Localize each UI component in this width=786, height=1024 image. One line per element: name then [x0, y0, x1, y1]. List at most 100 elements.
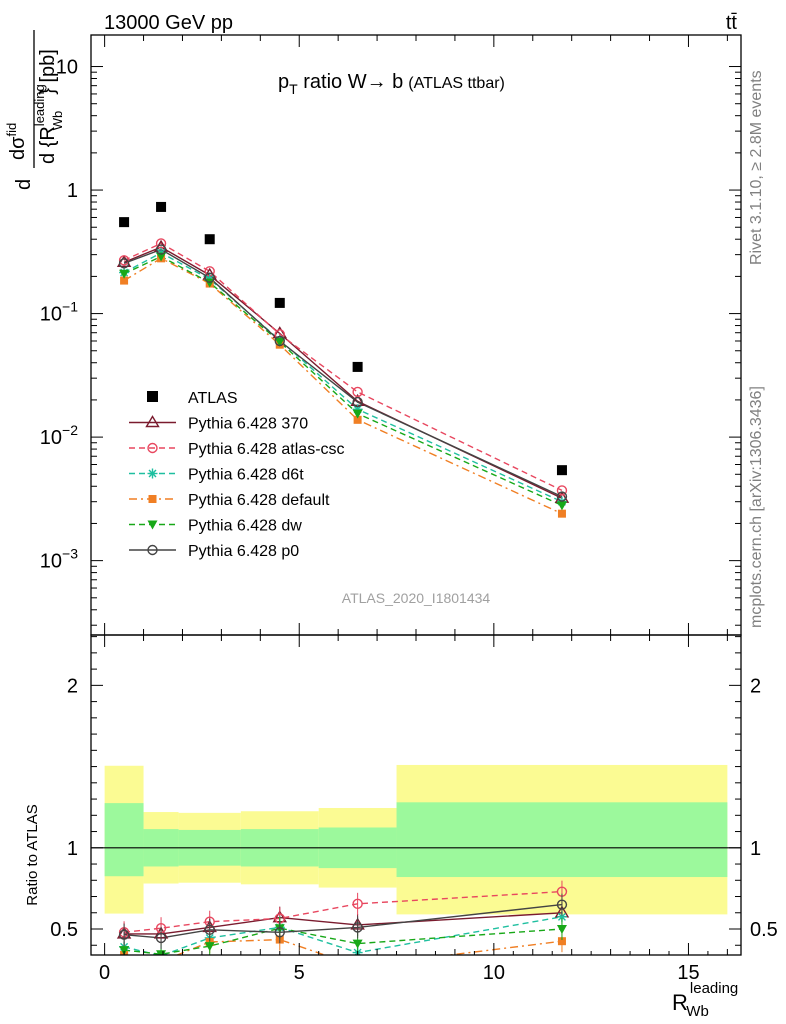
- main-marker-3-0: [120, 276, 129, 285]
- legend-label-2: Pythia 6.428 d6t: [188, 467, 304, 484]
- main-ytick-label: 10−3: [40, 546, 78, 573]
- main-marker-4-1: [156, 252, 167, 262]
- main-marker-5-1: [155, 244, 167, 255]
- ratio-marker-5-1: [155, 932, 167, 944]
- ratio-marker-4-0: [119, 946, 130, 955]
- main-marker-4-3: [274, 337, 285, 347]
- legend-marker-2: [147, 468, 158, 479]
- title-p: p: [278, 71, 289, 93]
- main-marker-4-5: [556, 501, 567, 511]
- ratio-marker-5-0: [118, 929, 130, 940]
- ratio-series-markers: [116, 880, 570, 970]
- main-ytick-exponent: −3: [62, 546, 78, 562]
- ratio-marker-4-4: [352, 939, 363, 949]
- legend-label-5: Pythia 6.428 p0: [188, 543, 299, 560]
- atlas-point-2: [204, 234, 215, 245]
- main-ytick-label: 10: [56, 57, 78, 79]
- ylabel-wb: Wb: [50, 111, 65, 131]
- ratio-ytick-label-left: 0.5: [50, 919, 78, 941]
- main-marker-4-4: [352, 409, 363, 419]
- legend-marker-5: [147, 544, 158, 556]
- xlabel: Rleading Wb: [672, 980, 738, 1020]
- main-ytick-exponent: −1: [62, 299, 78, 315]
- ratio-marker-1-4: [352, 898, 363, 910]
- main-marker-1-5: [556, 485, 568, 496]
- svg-text:d: d: [13, 179, 35, 190]
- ratio-ytick-label-right: 1: [750, 838, 761, 860]
- ratio-marker-4-1: [156, 950, 167, 955]
- main-marker-5-0: [118, 258, 130, 269]
- main-marker-3-5: [557, 509, 566, 518]
- ratio-line-2: [123, 916, 563, 955]
- main-marker-1-0: [118, 255, 130, 266]
- title-note: (ATLAS ttbar): [408, 75, 505, 92]
- ylabel-dsigma: dσ: [7, 136, 29, 160]
- xlabel-leading: leading: [690, 980, 738, 997]
- legend-label-1: Pythia 6.428 atlas-csc: [188, 441, 345, 458]
- main-ytick-base: 10: [40, 304, 62, 326]
- analysis-tag: ATLAS_2020_I1801434: [342, 590, 491, 606]
- ratio-marker-3-5: [557, 937, 566, 946]
- legend-marker-2-stroke: [148, 469, 157, 478]
- ratio-marker-5-3: [274, 927, 285, 938]
- series-lines: [123, 242, 563, 955]
- ratio-xtick-label: 10: [483, 962, 505, 984]
- inner-band-0: [104, 803, 144, 877]
- atlas-point-4: [352, 361, 363, 372]
- main-marker-5-2: [204, 272, 215, 283]
- main-ytick-exponent: −2: [62, 422, 78, 438]
- atlas-point-5: [556, 465, 567, 476]
- main-marker-4-2: [204, 278, 215, 288]
- legend-label-0: Pythia 6.428 370: [188, 416, 308, 433]
- main-marker-1-4: [352, 386, 363, 398]
- main-ytick-base: 1: [67, 180, 78, 202]
- atlas-point-1: [156, 201, 167, 212]
- ratio-marker-4-5: [556, 925, 567, 935]
- ratio-marker-4-2: [204, 942, 215, 952]
- main-line-0: [123, 246, 563, 499]
- ratio-marker-2-5-stroke: [557, 912, 566, 921]
- xlabel-wb: Wb: [686, 1003, 709, 1020]
- ratio-ytick-label-left: 1: [67, 838, 78, 860]
- ratio-marker-5-4: [352, 922, 363, 933]
- main-ytick-label: 1: [67, 180, 78, 202]
- ylabel-leading: leading: [32, 84, 47, 126]
- ratio-marker-3-1: [157, 957, 165, 965]
- series-markers: [116, 201, 570, 970]
- legend-marker-atlas: [147, 391, 158, 402]
- title-main: ratio W→ b: [298, 71, 404, 93]
- main-series-lines: [123, 242, 563, 515]
- main-ylabel: d dσfid d {Rleading Wb} [pb]: [4, 30, 65, 190]
- ratio-ytick-label-right: 2: [750, 675, 761, 697]
- ratio-line-0: [124, 912, 563, 935]
- ratio-series-lines: [123, 890, 563, 955]
- main-ytick-label: 10−1: [40, 299, 78, 326]
- main-marker-3-4: [353, 415, 362, 424]
- svg-text:dσfid: dσfid: [4, 123, 29, 160]
- xlabel-r: R: [672, 990, 688, 1015]
- ratio-xtick-label: 0: [99, 962, 110, 984]
- main-ytick-base: 10: [40, 427, 62, 449]
- main-marker-5-4: [352, 396, 363, 408]
- main-marker-0-0: [116, 254, 132, 268]
- legend-label-4: Pythia 6.428 dw: [188, 518, 302, 535]
- ratio-line-1: [124, 890, 563, 933]
- main-line-3: [123, 257, 563, 515]
- ylabel-denominator: d {R: [37, 126, 59, 164]
- ratio-marker-3-4: [354, 962, 362, 970]
- legend: ATLAS Pythia 6.428 370 Pythia 6.428 atlas-…: [129, 390, 345, 560]
- ratio-ytick-label-right: 0.5: [750, 919, 778, 941]
- process-label: tt̄: [726, 12, 738, 34]
- main-ytick-base: 10: [40, 551, 62, 573]
- legend-marker-3: [148, 495, 157, 503]
- inner-band-5: [396, 802, 728, 878]
- main-line-2: [123, 252, 563, 503]
- ratio-line-4: [124, 927, 563, 955]
- ratio-marker-5-2: [204, 924, 215, 936]
- ratio-xtick-label: 5: [294, 962, 305, 984]
- energy-label: 13000 GeV pp: [104, 12, 233, 34]
- main-marker-5-5: [556, 491, 568, 502]
- legend-marker-1: [147, 442, 158, 454]
